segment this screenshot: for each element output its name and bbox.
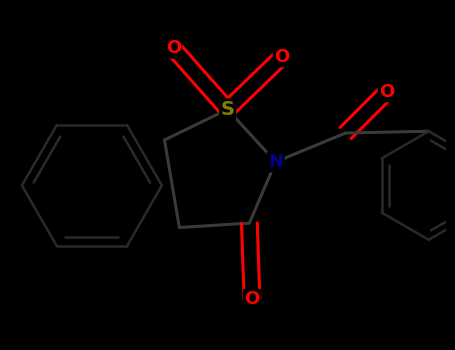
Text: O: O (274, 48, 289, 66)
Text: O: O (379, 83, 394, 101)
Text: S: S (221, 100, 234, 119)
Text: N: N (268, 153, 283, 171)
Text: O: O (244, 290, 260, 308)
Text: O: O (166, 39, 181, 57)
